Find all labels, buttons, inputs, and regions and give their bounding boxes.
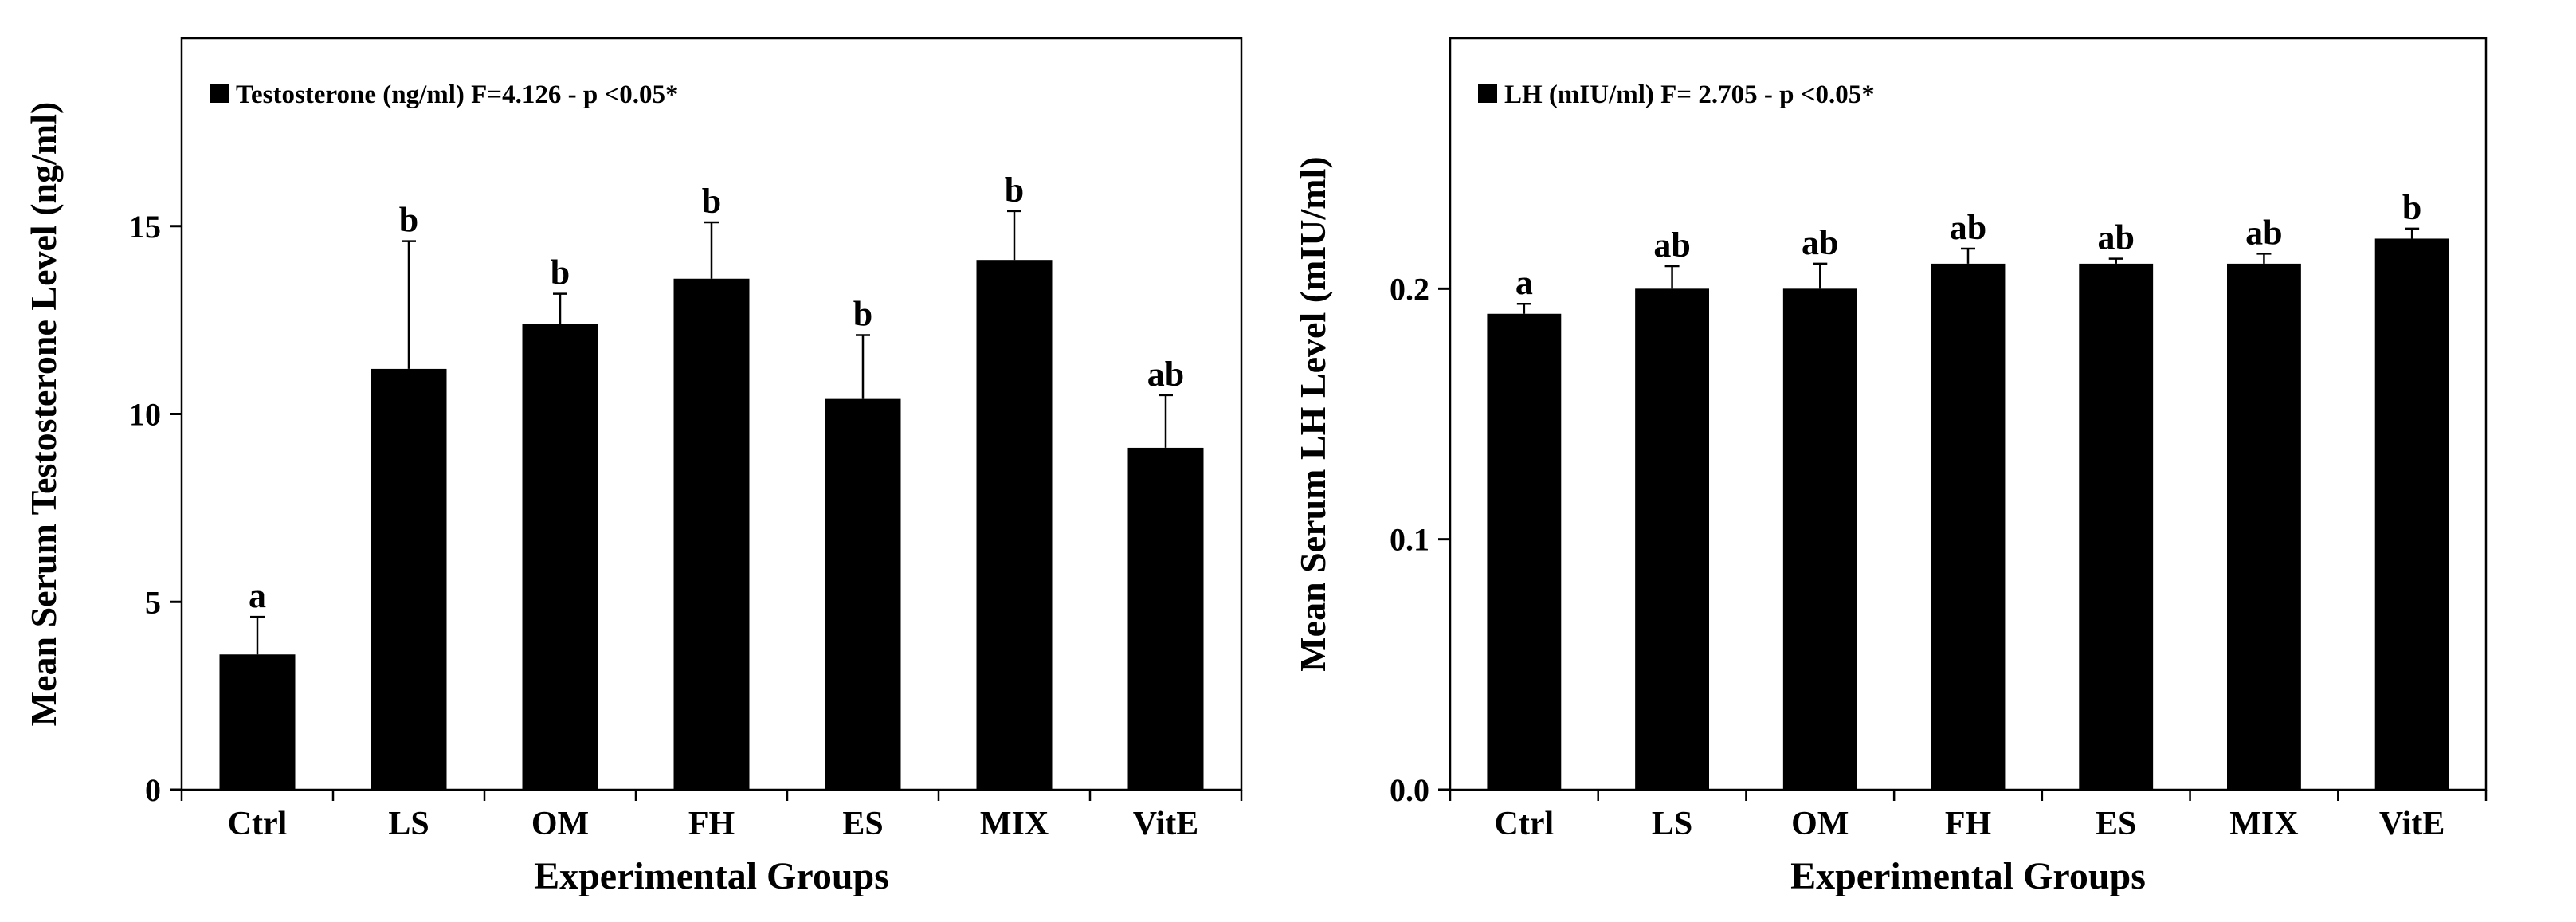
x-tick-label-mix: MIX: [980, 806, 1049, 842]
x-axis-title: Experimental Groups: [534, 855, 889, 897]
x-tick-label-ctrl: Ctrl: [1495, 806, 1555, 842]
significance-letter-om: ab: [1802, 223, 1838, 262]
bar-ls: [1635, 288, 1709, 790]
x-tick-label-om: OM: [1791, 806, 1849, 842]
significance-letter-fh: ab: [1950, 208, 1986, 247]
significance-letter-es: b: [853, 294, 872, 333]
x-axis-title: Experimental Groups: [1790, 855, 2146, 897]
bar-ls: [371, 368, 447, 790]
significance-letter-ls: b: [399, 201, 418, 240]
testosterone-chart: 0 5 10 15 a Ctrl b LS b OM b FH b ES b MIX ab VitE Testost…: [23, 37, 1243, 897]
y-tick-label: 0.2: [1390, 271, 1429, 307]
y-tick-label: 0.0: [1390, 772, 1429, 808]
significance-letter-ls: ab: [1653, 226, 1690, 265]
significance-letter-mix: ab: [2245, 213, 2282, 252]
bar-ctrl: [1487, 313, 1562, 790]
bar-fh: [1931, 263, 2006, 790]
x-tick-label-fh: FH: [1945, 806, 1991, 842]
x-tick-label-ctrl: Ctrl: [228, 806, 288, 842]
bar-om: [1782, 288, 1857, 790]
x-tick-label-om: OM: [531, 806, 589, 842]
y-axis-title: Mean Serum LH Level (mIU/ml): [1292, 156, 1333, 671]
bar-vite: [1127, 447, 1204, 790]
bar-es: [2079, 263, 2154, 790]
lh-chart: 0.0 0.1 0.2 a Ctrl ab LS ab OM ab FH ab ES ab MIX b VitE…: [1292, 37, 2488, 897]
x-tick-label-fh: FH: [688, 806, 735, 842]
x-tick-label-mix: MIX: [2229, 806, 2298, 842]
x-tick-label-es: ES: [842, 806, 883, 842]
legend-swatch: [210, 84, 229, 103]
legend-label: LH (mIU/ml) F= 2.705 - p <0.05*: [1504, 80, 1875, 109]
x-tick-label-vite: VitE: [2379, 806, 2445, 842]
significance-letter-vite: ab: [1147, 355, 1184, 394]
significance-letter-es: ab: [2097, 218, 2134, 257]
significance-letter-vite: b: [2402, 188, 2421, 227]
bar-es: [825, 398, 901, 790]
y-tick-label: 0: [145, 772, 161, 808]
significance-letter-ctrl: a: [249, 576, 266, 615]
legend-swatch: [1478, 84, 1497, 103]
significance-letter-mix: b: [1005, 171, 1024, 210]
bar-mix: [976, 260, 1053, 790]
y-tick-label: 5: [145, 584, 161, 620]
bar-ctrl: [219, 654, 296, 790]
y-tick-label: 10: [129, 397, 161, 433]
bar-fh: [673, 278, 750, 790]
bar-om: [522, 324, 598, 791]
bar-vite: [2374, 238, 2449, 790]
y-axis-title: Mean Serum Testosterone Level (ng/ml): [23, 102, 64, 727]
x-tick-label-ls: LS: [1652, 806, 1692, 842]
significance-letter-om: b: [551, 253, 570, 292]
legend-label: Testosterone (ng/ml) F=4.126 - p <0.05*: [236, 80, 679, 109]
significance-letter-ctrl: a: [1515, 263, 1533, 302]
x-tick-label-es: ES: [2096, 806, 2136, 842]
y-tick-label: 15: [129, 209, 161, 245]
x-tick-label-ls: LS: [388, 806, 429, 842]
x-tick-label-vite: VitE: [1133, 806, 1198, 842]
y-tick-label: 0.1: [1390, 522, 1429, 558]
significance-letter-fh: b: [702, 182, 721, 221]
bar-mix: [2227, 263, 2301, 790]
